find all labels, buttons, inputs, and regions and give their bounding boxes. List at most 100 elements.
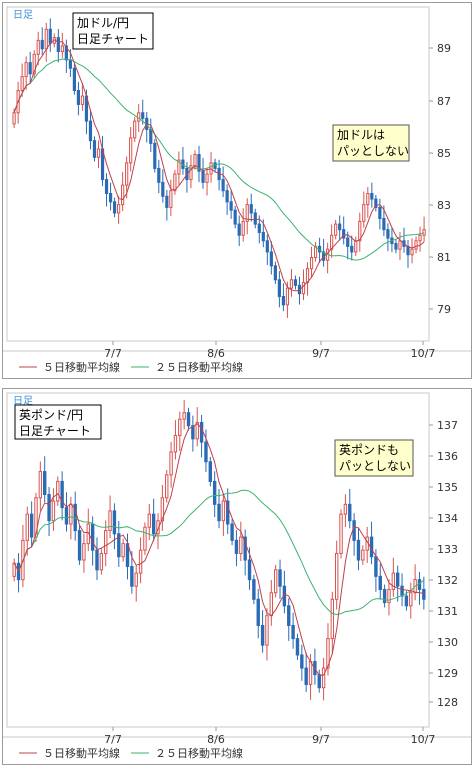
candle-body	[121, 543, 125, 558]
candle-body	[12, 112, 16, 125]
candle-body	[249, 204, 253, 214]
candle-body	[189, 165, 193, 181]
candle-body	[339, 513, 343, 554]
chart-title-box	[14, 404, 102, 440]
candle-body	[108, 510, 112, 532]
candle-body	[25, 513, 29, 541]
candle-body	[165, 195, 169, 208]
candle-body	[309, 257, 314, 270]
legend-ma25: ２５日移動平均線	[155, 360, 243, 374]
candle-body	[125, 162, 129, 186]
candle-body	[178, 418, 182, 437]
candle-body	[77, 530, 82, 561]
candle-body	[69, 503, 73, 525]
candle-body	[356, 539, 361, 561]
candle-body	[104, 179, 109, 194]
candle-body	[86, 523, 90, 545]
candle-body	[199, 421, 204, 443]
candle-body	[257, 223, 261, 233]
candle-body	[169, 451, 173, 476]
candle-body	[161, 181, 165, 197]
y-tick-label: 87	[437, 95, 451, 108]
candle-body	[173, 435, 178, 453]
candle-body	[147, 513, 151, 528]
y-tick-label: 85	[437, 147, 451, 160]
candle-body	[269, 592, 274, 617]
candle-body	[334, 223, 338, 236]
candle-body	[300, 654, 304, 669]
candle-body	[239, 536, 243, 554]
x-tick-label: 10/7	[411, 733, 436, 746]
candle-body	[76, 90, 81, 105]
candle-body	[130, 566, 134, 587]
candle-body	[304, 667, 308, 685]
candle-body	[151, 513, 156, 535]
candle-body	[182, 412, 186, 420]
candle-body	[153, 142, 157, 169]
candle-body	[253, 212, 257, 225]
candle-body	[398, 240, 402, 250]
candle-body	[400, 585, 404, 597]
candle-body	[221, 500, 226, 522]
candle-body	[64, 45, 68, 61]
candle-body	[112, 510, 117, 535]
candle-body	[362, 204, 366, 222]
candle-body	[137, 112, 141, 122]
y-tick-label: 79	[437, 303, 451, 316]
candle-body	[342, 229, 346, 239]
candle-body	[317, 674, 321, 689]
candle-body	[247, 559, 252, 581]
candle-body	[285, 287, 290, 306]
candle-body	[265, 615, 269, 646]
callout-line: 英ポンドも	[339, 443, 399, 457]
candle-body	[404, 595, 409, 607]
candle-body	[38, 471, 43, 499]
y-tick-label: 81	[437, 251, 451, 264]
candle-body	[281, 295, 286, 306]
candle-body	[225, 190, 229, 203]
candle-body	[72, 67, 77, 91]
candle-body	[414, 240, 418, 250]
cadjpy-chart-panel: 89 87 85 83 81 79 7/7 8/6 9/7 10/7 日足 加ドル/円 日足チャート 加ド…	[2, 2, 472, 379]
candle-body	[149, 128, 153, 144]
candle-body	[226, 500, 230, 525]
candle-body	[409, 592, 413, 607]
candle-body	[165, 474, 169, 499]
candle-body	[68, 59, 72, 69]
candle-body	[321, 667, 326, 689]
candle-body	[338, 223, 342, 231]
candle-body	[387, 588, 391, 604]
y-tick-label: 83	[437, 199, 451, 212]
gbpjpy-chart: 137 136 135 134 133 132 131 130 129 128 7/7 8/6 9/7 1…	[3, 392, 471, 760]
y-tick-label: 130	[437, 636, 458, 649]
candle-body	[92, 140, 97, 158]
candle-body	[233, 209, 237, 225]
callout-line: 加ドルは	[337, 128, 385, 142]
candle-body	[95, 549, 99, 571]
candle-body	[34, 497, 38, 538]
candle-body	[80, 95, 85, 105]
candle-body	[293, 279, 298, 286]
candle-body	[241, 220, 245, 236]
x-tick-label: 8/6	[207, 347, 225, 360]
candle-body	[177, 159, 181, 175]
candle-body	[117, 204, 121, 214]
candle-body	[261, 231, 265, 242]
candle-body	[378, 206, 382, 220]
candle-body	[88, 120, 93, 142]
candle-body	[245, 204, 249, 222]
callout-box	[334, 439, 414, 477]
candle-body	[143, 526, 147, 551]
candle-body	[422, 229, 426, 236]
candle-body	[354, 240, 358, 253]
candle-body	[422, 588, 426, 600]
candle-body	[394, 243, 398, 250]
ma5-line	[13, 39, 425, 292]
candle-body	[313, 245, 318, 259]
y-tick-label: 134	[437, 512, 458, 525]
chart-title-box	[72, 12, 154, 50]
candle-body	[56, 480, 60, 502]
candle-body	[24, 62, 28, 78]
y-tick-label: 133	[437, 543, 458, 556]
legend-ma5: ５日移動平均線	[43, 746, 120, 760]
